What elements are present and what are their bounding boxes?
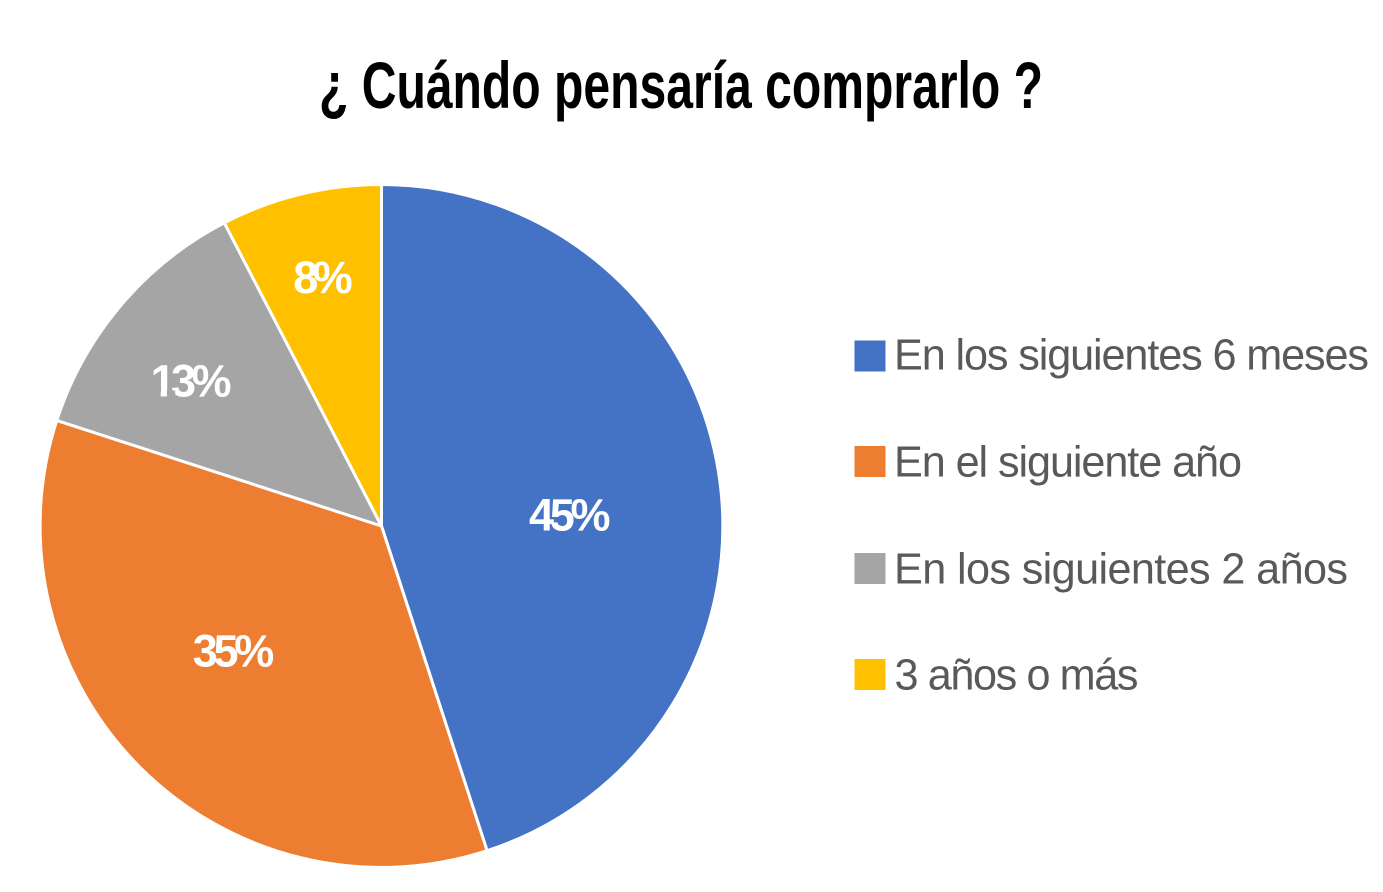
svg-text:3 años o más: 3 años o más xyxy=(895,652,1139,700)
svg-text:45%: 45% xyxy=(529,490,611,541)
svg-text:13%: 13% xyxy=(151,356,232,407)
svg-text:En los siguientes 2 años: En los siguientes 2 años xyxy=(894,546,1348,594)
svg-text:En los siguientes 6 meses: En los siguientes 6 meses xyxy=(894,332,1369,380)
svg-text:8%: 8% xyxy=(293,252,353,303)
svg-text:¿ Cuándo pensaría comprarlo ?: ¿ Cuándo pensaría comprarlo ? xyxy=(319,48,1043,122)
svg-text:35%: 35% xyxy=(193,625,275,676)
svg-text:En el siguiente año: En el siguiente año xyxy=(894,439,1242,487)
